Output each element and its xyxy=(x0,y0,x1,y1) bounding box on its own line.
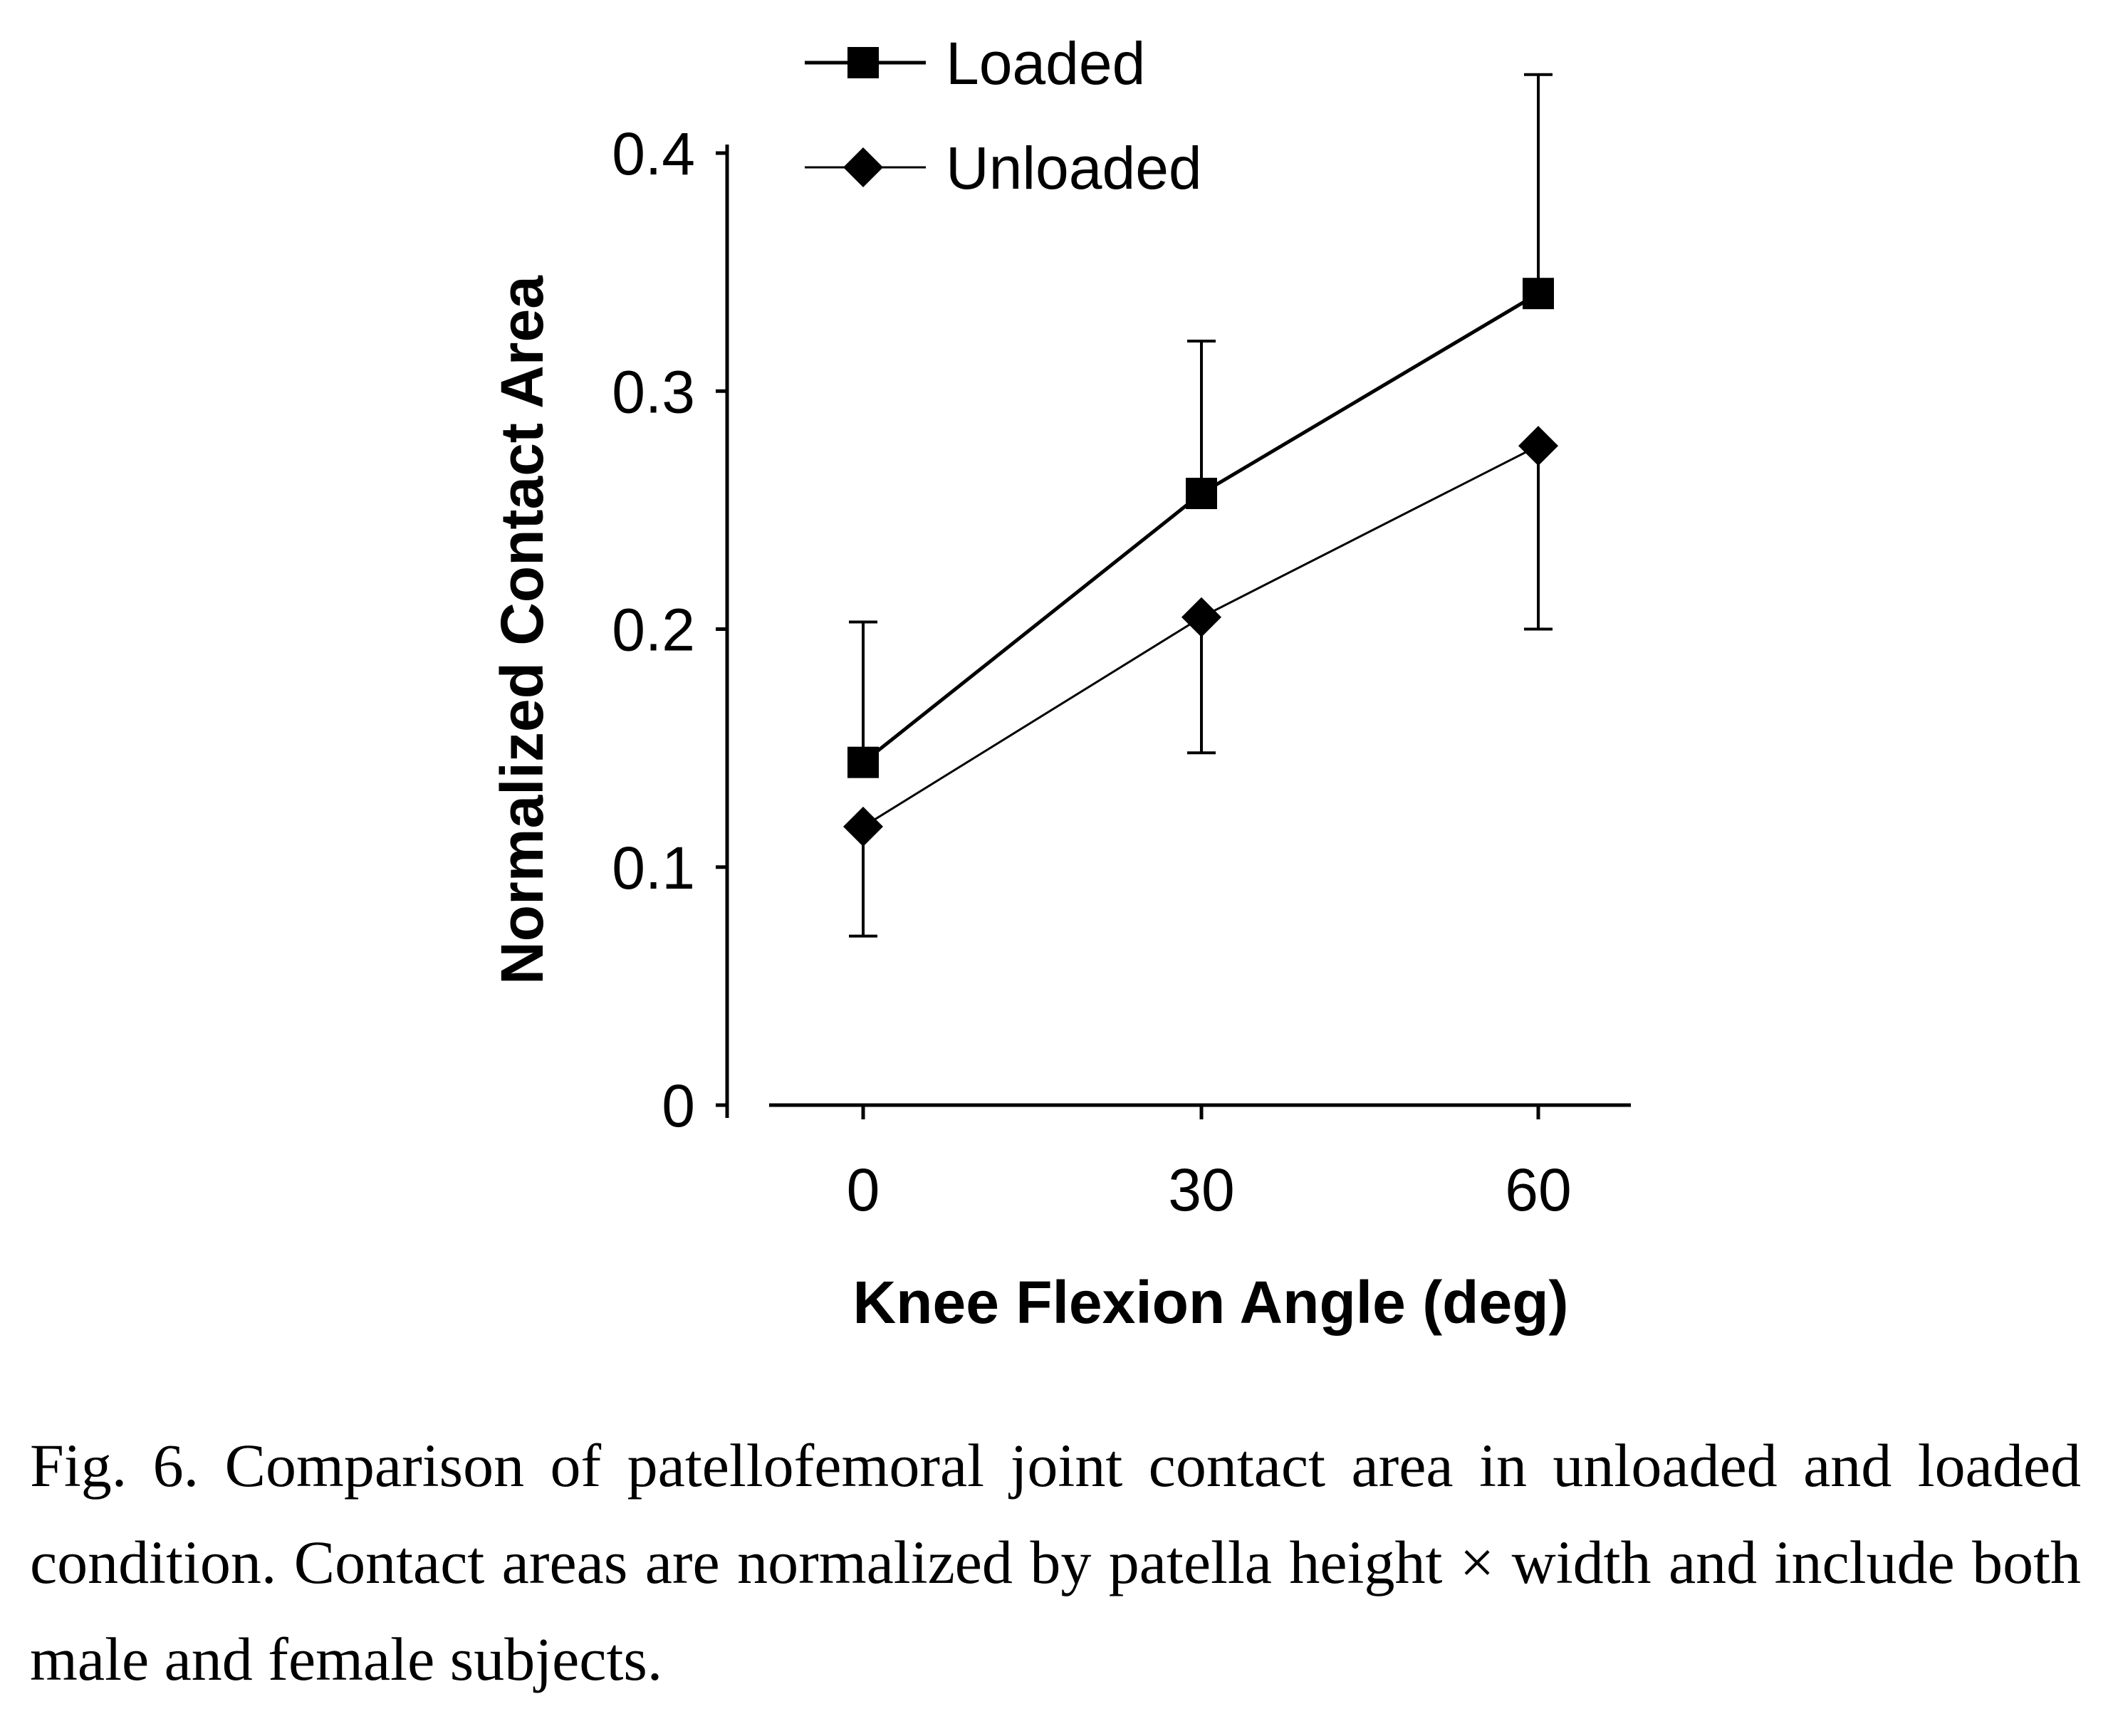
y-tick-label: 0.2 xyxy=(612,597,695,664)
chart-error-bars xyxy=(849,73,1553,938)
y-tick-label: 0.4 xyxy=(612,120,695,187)
unloaded-point xyxy=(1181,597,1221,637)
x-tick-label: 60 xyxy=(1505,1156,1571,1223)
loaded-point xyxy=(1523,278,1554,310)
figure-caption: Fig. 6. Comparison of patellofemoral joi… xyxy=(30,1431,2081,1693)
x-tick-label: 30 xyxy=(1168,1156,1234,1223)
legend-marker-unloaded xyxy=(843,147,883,187)
chart-axes xyxy=(716,145,1631,1119)
y-tick-label: 0.1 xyxy=(612,835,695,901)
chart-labels: Knee Flexion Angle (deg) Normalized Cont… xyxy=(489,120,1572,1336)
legend-label-unloaded: Unloaded xyxy=(946,135,1202,202)
loaded-point xyxy=(1186,477,1217,509)
y-tick-label: 0.3 xyxy=(612,358,695,425)
unloaded-point xyxy=(1518,426,1558,466)
x-tick-label: 0 xyxy=(847,1156,880,1223)
y-axis-title: Normalized Contact Area xyxy=(489,275,555,985)
x-axis-title: Knee Flexion Angle (deg) xyxy=(853,1269,1569,1336)
y-tick-label: 0 xyxy=(662,1072,695,1139)
chart: Loaded Unloaded Knee Flexion Angle (deg) … xyxy=(489,30,1631,1336)
loaded-point xyxy=(847,746,879,778)
unloaded-point xyxy=(843,806,883,847)
chart-markers xyxy=(843,278,1558,847)
chart-legend: Loaded Unloaded xyxy=(805,30,1202,202)
legend-marker-loaded xyxy=(847,47,879,78)
legend-label-loaded: Loaded xyxy=(946,30,1145,97)
